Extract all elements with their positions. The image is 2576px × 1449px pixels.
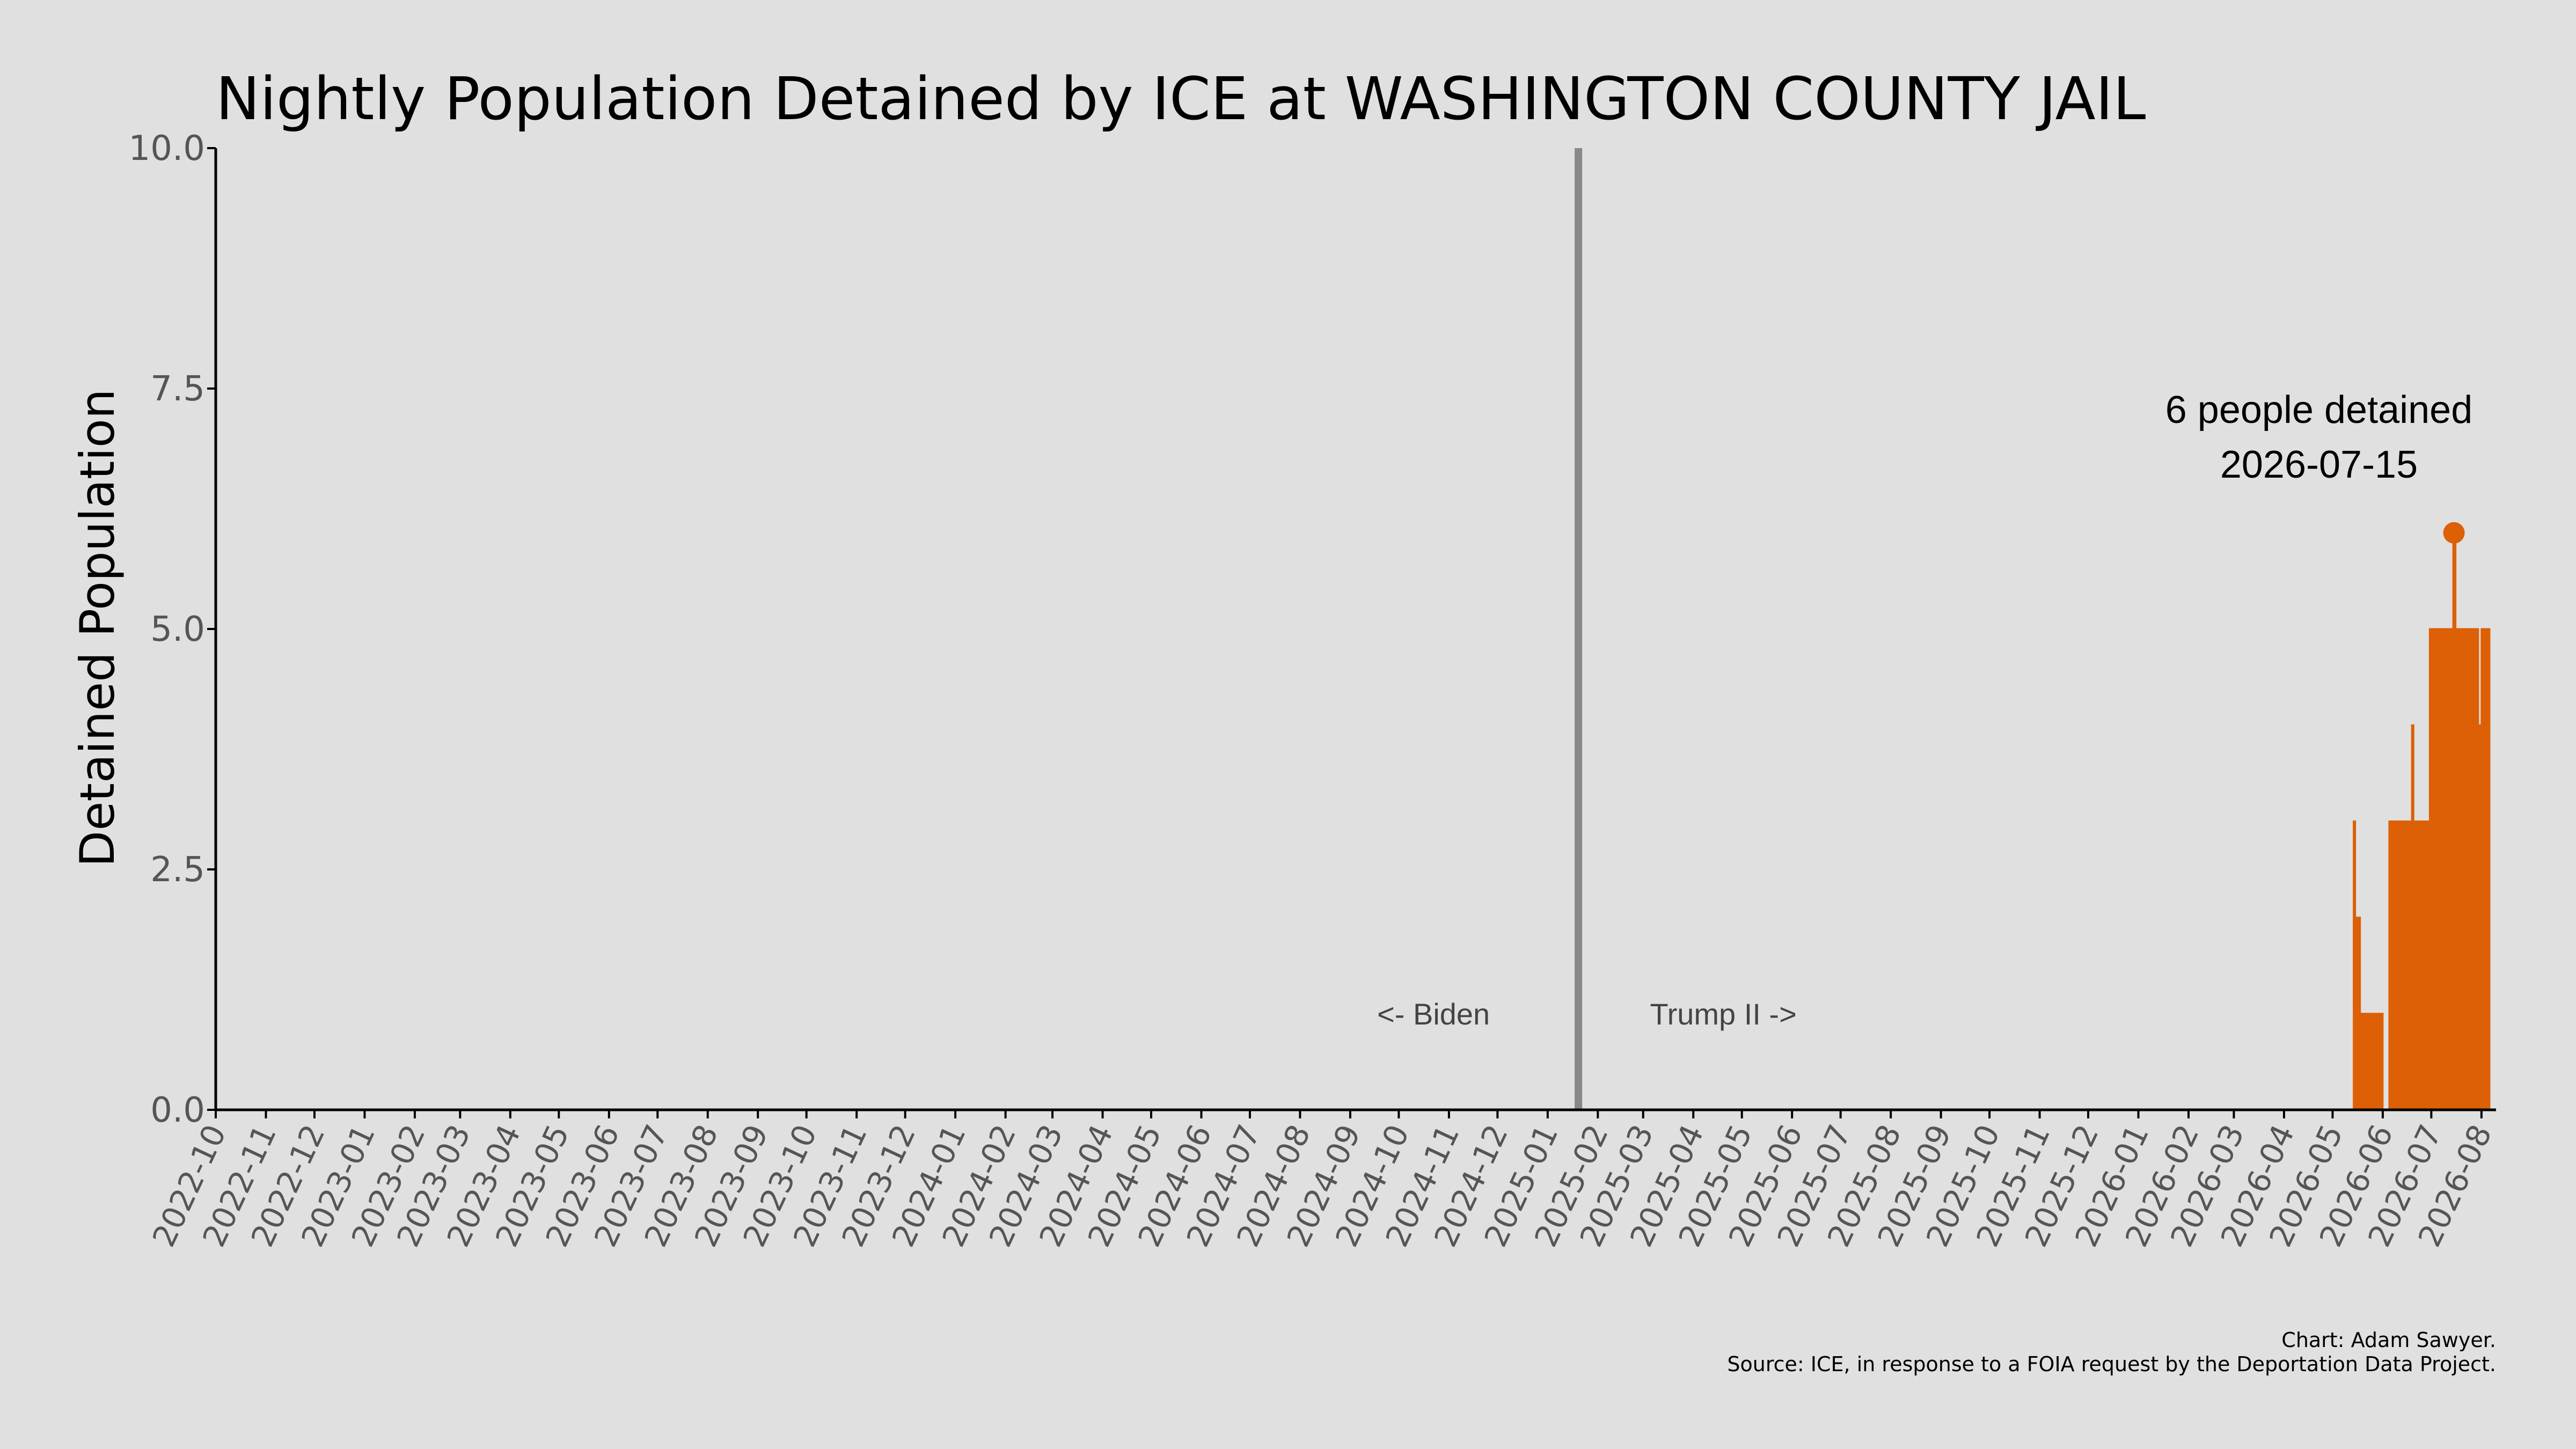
peak-marker [2443, 522, 2465, 544]
x-axis-ticks: 2022-102022-112022-122023-012023-022023-… [145, 1110, 2499, 1253]
y-tick-label: 5.0 [150, 610, 205, 649]
credit-source: Source: ICE, in response to a FOIA reque… [1727, 1352, 2496, 1376]
y-tick-label: 0.0 [150, 1091, 205, 1130]
chart-title: Nightly Population Detained by ICE at WA… [216, 64, 2146, 133]
era-label-trump: Trump II -> [1650, 997, 1796, 1031]
axes [214, 148, 2496, 1111]
plot-area [1575, 148, 2491, 1111]
credit-author: Chart: Adam Sawyer. [2281, 1328, 2496, 1352]
peak-label-count: 6 people detained [2165, 389, 2473, 431]
y-tick-label: 7.5 [150, 369, 205, 409]
y-tick-label: 2.5 [150, 850, 205, 890]
annotations: <- Biden Trump II -> 6 people detained 2… [1377, 389, 2472, 1031]
y-axis-ticks: 0.0 2.5 5.0 7.5 10.0 [129, 129, 216, 1130]
y-tick-label: 10.0 [129, 129, 206, 169]
peak-label-date: 2026-07-15 [2220, 443, 2418, 486]
series-area-0 [2353, 532, 2491, 1111]
era-label-biden: <- Biden [1377, 997, 1490, 1031]
y-axis-label: Detained Population [70, 389, 125, 867]
